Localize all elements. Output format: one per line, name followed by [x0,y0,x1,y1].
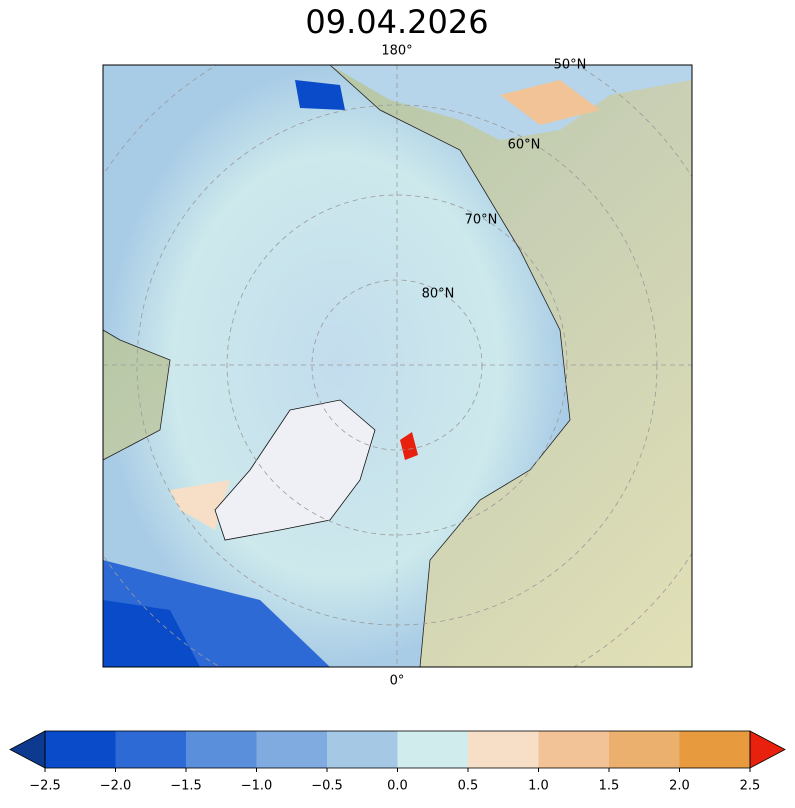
colorbar-tick-label: 2.5 [740,779,761,794]
hot-spot [400,432,418,460]
colorbar-segment [256,731,327,768]
colorbar-tick-label: −0.5 [311,779,343,794]
colorbar-segment [468,731,539,768]
greenland [214,399,376,541]
colorbar-tick-label: 0.0 [387,779,408,794]
colorbar-extend-high [749,730,786,769]
bering-anomaly [295,80,345,110]
title: 09.04.2026 [305,3,488,41]
colorbar-segment [397,731,468,768]
lon-label: 0° [390,674,405,689]
warm-anomaly [500,80,600,125]
colorbar-tick-label: 2.0 [669,779,690,794]
colorbar-segment [186,731,257,768]
colorbar-segment [115,731,186,768]
colorbar-tick-label: −1.0 [241,779,273,794]
colorbar-tick-label: 1.5 [599,779,620,794]
colorbar-tick-label: −1.5 [170,779,202,794]
warm-anomaly [170,480,230,530]
colorbar-tick-label: −2.5 [29,779,61,794]
colorbar-tick-label: 1.0 [528,779,549,794]
lon-label: 180° [381,44,412,59]
colorbar-segment [679,731,750,768]
lat-label: 80°N [422,287,455,302]
graticule [103,65,692,667]
map-frame [102,64,693,668]
colorbar-segment [538,731,609,768]
colorbar-tick-label: 0.5 [458,779,479,794]
map [103,65,692,667]
colorbar-segment [45,731,116,768]
colorbar-tick-label: −2.0 [100,779,132,794]
colorbar: −2.5 −2.0 −1.5 −1.0 −0.5 0.0 0.5 1.0 1.5 2.0 2.5 [9,730,786,794]
colorbar-segment [327,731,398,768]
lat-label: 70°N [465,213,498,228]
lat-label: 50°N [554,58,587,73]
lat-label: 60°N [508,138,541,153]
colorbar-extend-low [9,730,46,769]
atlantic-anomaly-strong [103,600,200,667]
colorbar-segment [609,731,680,768]
